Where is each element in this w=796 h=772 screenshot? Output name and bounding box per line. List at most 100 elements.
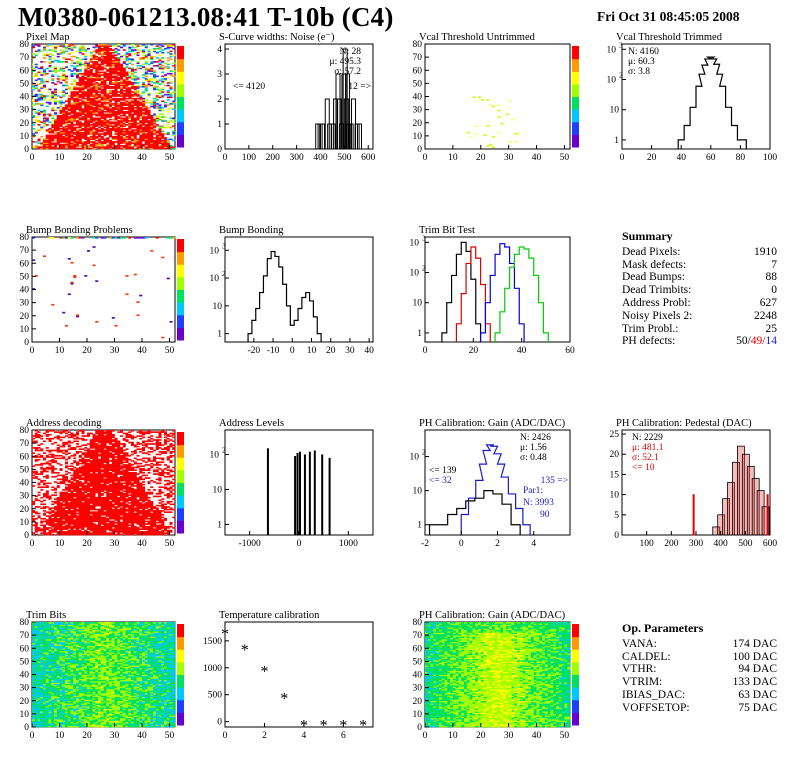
- heatmap-cell: [95, 70, 99, 72]
- heatmap-cell: [48, 482, 52, 485]
- color-scale: [177, 130, 184, 135]
- heatmap-cell: [65, 76, 69, 79]
- heatmap-cell: [76, 65, 80, 67]
- heatmap-cell: [65, 473, 69, 475]
- heatmap-cell: [103, 51, 107, 54]
- heatmap-cell: [59, 96, 63, 99]
- heatmap-cell: [45, 54, 49, 57]
- heatmap-cell: [54, 46, 58, 49]
- heatmap-cell: [73, 67, 77, 70]
- heatmap-cell: [100, 44, 104, 46]
- heatmap-cell: [164, 116, 168, 118]
- heatmap-cell: [120, 454, 124, 457]
- heatmap-cell: [109, 67, 113, 70]
- heatmap-cell: [114, 147, 118, 150]
- heatmap-cell: [70, 142, 74, 145]
- heatmap-cell: [59, 137, 63, 139]
- heatmap-cell: [70, 133, 74, 135]
- heatmap-cell: [98, 121, 102, 124]
- heatmap-cell: [59, 67, 63, 70]
- heatmap-cell: [37, 113, 41, 116]
- heatmap-cell: [65, 117, 69, 120]
- heatmap-cell: [120, 521, 124, 524]
- heatmap-cell: [98, 458, 102, 461]
- heatmap-cell: [48, 527, 52, 529]
- heatmap-cell: [54, 460, 58, 462]
- heatmap-cell: [87, 133, 91, 135]
- heatmap-cell: [51, 54, 55, 57]
- heatmap-cell: [43, 524, 47, 527]
- heatmap-cell: [76, 138, 80, 141]
- heatmap-cell: [120, 491, 124, 494]
- heatmap-cell: [51, 237, 55, 239]
- heatmap-cell: [73, 110, 77, 113]
- heatmap-cell: [158, 113, 162, 116]
- heatmap-cell: [111, 68, 115, 71]
- heatmap-cell: [43, 493, 47, 495]
- heatmap-cell: [158, 54, 162, 57]
- heatmap-cell: [106, 113, 110, 116]
- heatmap-cell: [153, 125, 157, 127]
- heatmap-cell: [73, 112, 77, 114]
- heatmap-cell: [40, 80, 44, 83]
- heatmap-cell: [122, 68, 126, 71]
- heatmap-cell: [87, 145, 91, 147]
- color-scale: [177, 289, 184, 295]
- heatmap-cell: [117, 83, 121, 85]
- heatmap-cell: [117, 72, 121, 75]
- heatmap-cell: [117, 109, 121, 112]
- heatmap-cell: [34, 470, 38, 473]
- heatmap-cell: [32, 465, 36, 468]
- heatmap-cell: [155, 92, 159, 95]
- heatmap-cell: [172, 125, 176, 127]
- heatmap-cell: [76, 126, 80, 129]
- heatmap-cell: [106, 87, 110, 89]
- heatmap-cell: [78, 430, 82, 432]
- heatmap-cell: [109, 100, 113, 103]
- stats-text: σ: 57.2: [334, 67, 361, 77]
- heatmap-cell: [40, 104, 44, 106]
- heatmap-cell: [95, 49, 99, 51]
- heatmap-cell: [59, 130, 63, 133]
- heatmap-cell: [106, 78, 110, 80]
- heatmap-cell: [65, 449, 69, 452]
- heatmap-cell: [139, 101, 143, 104]
- heatmap-cell: [62, 145, 66, 147]
- heatmap-cell: [111, 508, 115, 511]
- heatmap-cell: [139, 117, 143, 120]
- heatmap-cell: [84, 141, 88, 143]
- heatmap-cell: [54, 481, 58, 483]
- heatmap-cell: [62, 141, 66, 143]
- heatmap-cell: [92, 130, 96, 133]
- heatmap-cell: [117, 65, 121, 67]
- heatmap-cell: [164, 101, 168, 104]
- heatmap-cell: [122, 117, 126, 120]
- heatmap-cell: [67, 108, 71, 110]
- heatmap-cell: [56, 137, 60, 139]
- heatmap-cell: [56, 126, 60, 129]
- heatmap-cell: [128, 122, 132, 125]
- heatmap-cell: [92, 57, 96, 59]
- heatmap-cell: [67, 128, 71, 130]
- heatmap-cell: [73, 139, 77, 142]
- heatmap-cell: [95, 46, 99, 49]
- heatmap-cell: [122, 437, 126, 440]
- heatmap-cell: [73, 482, 77, 485]
- heatmap-cell: [109, 133, 113, 135]
- heatmap-cell: [78, 131, 82, 134]
- heatmap-cell: [125, 508, 129, 511]
- heatmap-cell: [67, 112, 71, 114]
- heatmap-cell: [131, 441, 135, 444]
- heatmap-cell: [43, 110, 47, 113]
- heatmap-cell: [114, 103, 118, 105]
- heatmap-cell: [78, 88, 82, 91]
- heatmap-cell: [92, 142, 96, 145]
- heatmap-cell: [111, 57, 115, 59]
- heatmap-cell: [59, 75, 63, 78]
- heatmap-cell: [106, 133, 110, 135]
- heatmap-cell: [56, 122, 60, 125]
- heatmap-cell: [106, 103, 110, 105]
- heatmap-cell: [65, 237, 69, 239]
- heatmap-cell: [120, 87, 124, 89]
- heatmap-cell: [70, 146, 74, 148]
